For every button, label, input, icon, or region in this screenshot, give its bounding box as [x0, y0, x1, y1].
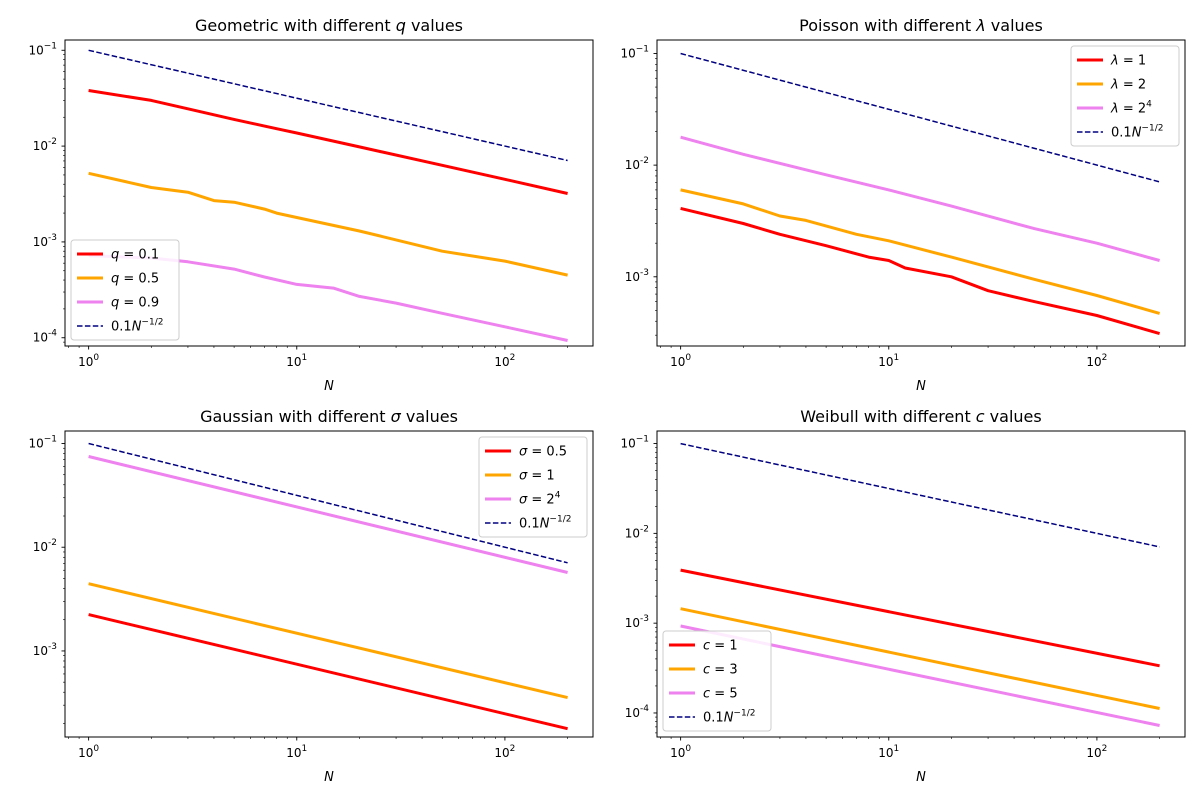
- chart-panel-4: Weibull with different c values N 100 101 10…: [620, 407, 1186, 785]
- series-line-3: [680, 135, 1160, 262]
- y-tick-label: 10-2: [33, 538, 57, 554]
- legend-label: λ = 2: [1110, 78, 1146, 93]
- series-line-4: [680, 442, 1160, 548]
- legend-label: 0.1N−1/2: [111, 318, 163, 335]
- legend-label: c = 1: [703, 639, 738, 654]
- legend-label: c = 3: [703, 663, 738, 678]
- series-line-4: [88, 442, 568, 564]
- chart-panel-2: Poisson with different λ values N 100 101 10…: [620, 16, 1186, 394]
- legend-label: q = 0.1: [111, 248, 159, 263]
- x-axis-label: N: [916, 379, 926, 394]
- chart-title: Poisson with different λ values: [799, 16, 1043, 35]
- chart-panel-3: Gaussian with different σ values N 100 101 1…: [28, 407, 594, 785]
- series-line-2: [680, 607, 1160, 710]
- series-line-2: [680, 188, 1161, 315]
- x-tick-label: 101: [286, 744, 307, 760]
- x-tick-label: 100: [670, 744, 691, 760]
- y-tick-label: 10-3: [625, 614, 649, 630]
- chart-title: Weibull with different c values: [800, 407, 1041, 426]
- legend-label: 0.1N−1/2: [703, 709, 755, 726]
- y-tick-label: 10-3: [625, 268, 649, 284]
- legend-label: λ = 24: [1110, 100, 1152, 117]
- series-line-4: [88, 49, 568, 162]
- series-line-2: [88, 582, 568, 700]
- series-line-2: [88, 171, 568, 277]
- legend-label: 0.1N−1/2: [519, 515, 571, 532]
- y-tick-label: 10-2: [33, 137, 57, 153]
- legend: c = 1 c = 3 c = 5 0.1N−1/2: [662, 630, 772, 732]
- legend-label: c = 5: [703, 687, 738, 702]
- y-tick-label: 10-3: [33, 233, 57, 249]
- x-tick-label: 102: [494, 353, 515, 369]
- series-line-1: [680, 206, 1161, 336]
- series-line-1: [88, 89, 568, 195]
- y-tick-label: 10-2: [625, 156, 649, 172]
- legend-label: q = 0.5: [111, 272, 159, 287]
- legend-box: [1070, 45, 1180, 147]
- series-line-3: [88, 254, 568, 342]
- x-tick-label: 101: [878, 353, 899, 369]
- series-line-4: [680, 52, 1160, 183]
- legend-label: σ = 0.5: [519, 445, 567, 460]
- legend-label: λ = 1: [1110, 54, 1146, 69]
- legend-box: [662, 630, 772, 732]
- x-axis-label: N: [324, 379, 334, 394]
- x-axis-label: N: [324, 770, 334, 785]
- legend-box: [70, 239, 180, 341]
- legend-box: [478, 436, 588, 538]
- x-tick-label: 102: [1086, 353, 1107, 369]
- legend: σ = 0.5 σ = 1 σ = 24 0.1N−1/2: [478, 436, 588, 538]
- x-tick-label: 101: [878, 744, 899, 760]
- legend-label: σ = 24: [519, 491, 561, 508]
- series-line-3: [88, 455, 568, 574]
- x-tick-label: 100: [78, 353, 99, 369]
- x-tick-label: 102: [1086, 744, 1107, 760]
- x-axis-label: N: [916, 770, 926, 785]
- y-tick-label: 10−1: [620, 435, 649, 451]
- legend-label: 0.1N−1/2: [1111, 124, 1163, 141]
- chart-title: Geometric with different q values: [195, 16, 463, 35]
- legend: λ = 1 λ = 2 λ = 24 0.1N−1/2: [1070, 45, 1180, 147]
- y-tick-label: 10−1: [28, 435, 57, 451]
- legend: q = 0.1 q = 0.5 q = 0.9 0.1N−1/2: [70, 239, 180, 341]
- x-tick-label: 100: [78, 744, 99, 760]
- y-tick-label: 10-4: [625, 704, 650, 720]
- x-tick-label: 100: [670, 353, 691, 369]
- y-tick-label: 10-2: [625, 524, 649, 540]
- y-tick-label: 10−1: [620, 44, 649, 60]
- series-line-1: [680, 568, 1160, 668]
- series-line-1: [88, 613, 568, 731]
- y-tick-label: 10−1: [28, 41, 57, 57]
- chart-panel-1: Geometric with different q values N 100 101…: [28, 16, 594, 394]
- legend-label: σ = 1: [519, 469, 555, 484]
- chart-title: Gaussian with different σ values: [200, 407, 458, 426]
- legend-label: q = 0.9: [111, 296, 159, 311]
- x-tick-label: 101: [286, 353, 307, 369]
- y-tick-label: 10-3: [33, 642, 57, 658]
- x-tick-label: 102: [494, 744, 515, 760]
- y-tick-label: 10-4: [33, 329, 58, 345]
